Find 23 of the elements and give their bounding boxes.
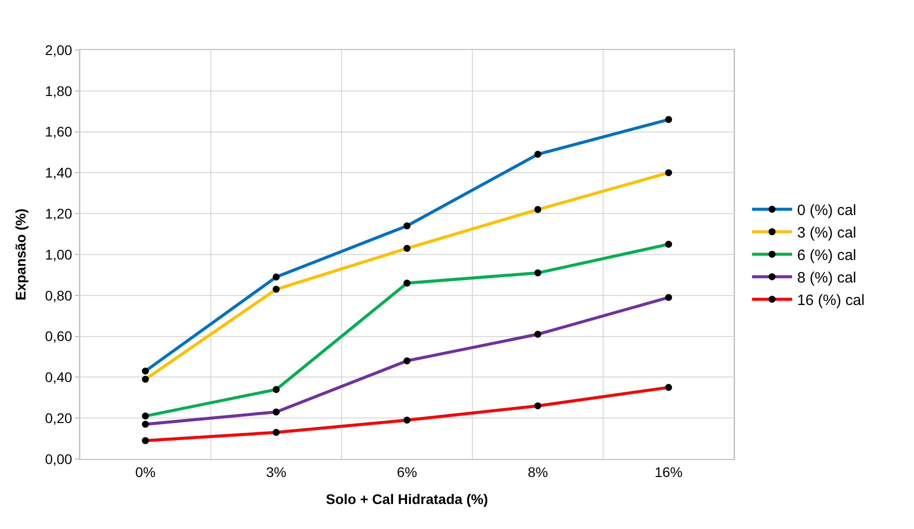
- y-tick-label: 2,00: [44, 42, 72, 58]
- y-tick-label: 1,20: [44, 206, 72, 222]
- y-tick-label: 0,60: [44, 328, 72, 344]
- legend-label: 0 (%) cal: [797, 202, 856, 220]
- x-tick-label: 8%: [528, 464, 548, 480]
- x-tick-label: 16%: [654, 464, 683, 480]
- y-tick-label: 1,60: [44, 124, 72, 140]
- y-tick-label: 0,40: [44, 369, 72, 386]
- legend-label: 3 (%) cal: [797, 224, 856, 242]
- y-tick-label: 1,80: [44, 82, 72, 99]
- x-tick-label: 3%: [266, 464, 286, 480]
- legend-label: 8 (%) cal: [797, 270, 856, 287]
- legend-label: 6 (%) cal: [797, 247, 856, 264]
- x-axis-title: Solo + Cal Hidratada (%): [326, 491, 488, 508]
- y-tick-label: 0,20: [44, 410, 72, 426]
- x-tick-label: 0%: [135, 464, 156, 480]
- legend-label: 16 (%) cal: [797, 292, 865, 310]
- y-tick-label: 1,00: [44, 246, 72, 262]
- x-tick-label: 6%: [396, 464, 418, 480]
- y-axis-title: Expansão (%): [12, 208, 29, 300]
- y-tick-label: 0,00: [44, 450, 72, 467]
- y-tick-label: 1,40: [44, 164, 72, 181]
- y-tick-label: 0,80: [44, 287, 72, 304]
